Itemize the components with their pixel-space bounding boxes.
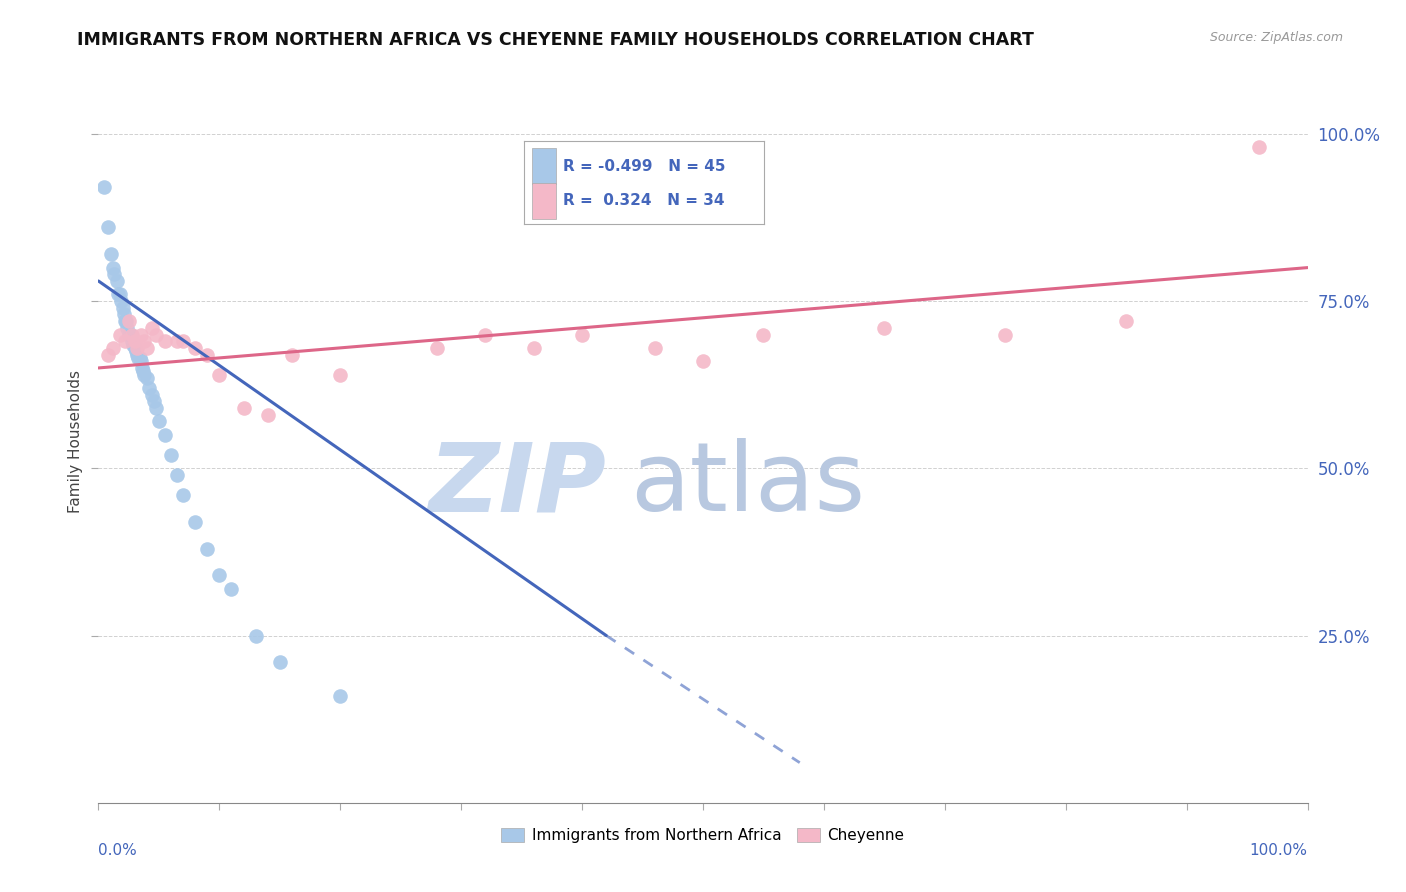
Point [118, 314, 141, 328]
Point [426, 341, 449, 355]
Point [114, 314, 136, 328]
Point [127, 348, 149, 362]
Point [120, 327, 142, 342]
Point [112, 307, 135, 322]
Point [195, 348, 218, 362]
Point [166, 334, 188, 349]
Y-axis label: Family Households: Family Households [67, 370, 83, 513]
Point [153, 334, 176, 349]
Point [124, 334, 146, 349]
Point [93, 180, 115, 194]
Point [100, 247, 122, 261]
Point [103, 268, 125, 282]
Point [752, 327, 775, 342]
Point [141, 321, 163, 335]
Legend: Immigrants from Northern Africa, Cheyenne: Immigrants from Northern Africa, Cheyenn… [495, 822, 911, 849]
Bar [531, 183, 555, 219]
Text: atlas: atlas [630, 438, 866, 532]
Point [128, 351, 150, 365]
Point [101, 260, 124, 275]
Point [111, 301, 134, 315]
Point [101, 341, 124, 355]
Point [107, 287, 129, 301]
Point [118, 327, 141, 342]
Point [153, 427, 176, 442]
Point [184, 341, 207, 355]
Point [138, 381, 160, 395]
Point [145, 327, 167, 342]
Point [105, 274, 128, 288]
Point [143, 394, 166, 409]
Point [125, 344, 148, 359]
Point [134, 368, 156, 382]
Point [329, 689, 352, 703]
Text: ZIP: ZIP [429, 438, 606, 532]
Point [132, 364, 155, 378]
Point [131, 361, 153, 376]
Point [148, 414, 170, 429]
Point [117, 321, 139, 335]
Point [97, 348, 120, 362]
Point [135, 341, 157, 355]
Point [523, 341, 546, 355]
Text: 100.0%: 100.0% [1250, 843, 1308, 857]
Point [160, 448, 183, 462]
Text: IMMIGRANTS FROM NORTHERN AFRICA VS CHEYENNE FAMILY HOUSEHOLDS CORRELATION CHART: IMMIGRANTS FROM NORTHERN AFRICA VS CHEYE… [77, 31, 1035, 49]
Point [195, 541, 218, 556]
Point [692, 354, 714, 368]
Point [124, 341, 146, 355]
Point [108, 287, 131, 301]
Point [110, 294, 132, 309]
Point [121, 334, 143, 349]
Point [208, 368, 231, 382]
Point [281, 348, 304, 362]
Text: R = -0.499   N = 45: R = -0.499 N = 45 [562, 159, 725, 174]
Point [114, 334, 136, 349]
Text: R =  0.324   N = 34: R = 0.324 N = 34 [562, 194, 724, 208]
Point [208, 568, 231, 582]
Point [122, 337, 145, 351]
Point [184, 515, 207, 529]
Bar [531, 148, 555, 185]
Point [172, 334, 194, 349]
Point [166, 467, 188, 482]
Point [127, 351, 149, 365]
Point [994, 327, 1017, 342]
Point [245, 628, 267, 642]
Point [129, 327, 152, 342]
Point [121, 327, 143, 342]
Point [135, 371, 157, 385]
Point [172, 488, 194, 502]
Point [232, 401, 254, 416]
Point [1115, 314, 1137, 328]
Text: 0.0%: 0.0% [98, 843, 138, 857]
Point [118, 327, 141, 342]
Point [474, 327, 496, 342]
Point [127, 341, 149, 355]
Point [221, 582, 243, 596]
Point [97, 220, 120, 235]
Point [571, 327, 593, 342]
Point [1249, 140, 1271, 154]
Point [108, 327, 131, 342]
Point [145, 401, 167, 416]
Point [129, 354, 152, 368]
Point [873, 321, 896, 335]
Point [134, 334, 156, 349]
Point [115, 314, 138, 328]
Point [329, 368, 352, 382]
Point [269, 655, 291, 669]
Text: Source: ZipAtlas.com: Source: ZipAtlas.com [1209, 31, 1343, 45]
Point [256, 408, 278, 422]
Point [644, 341, 666, 355]
Point [141, 387, 163, 401]
